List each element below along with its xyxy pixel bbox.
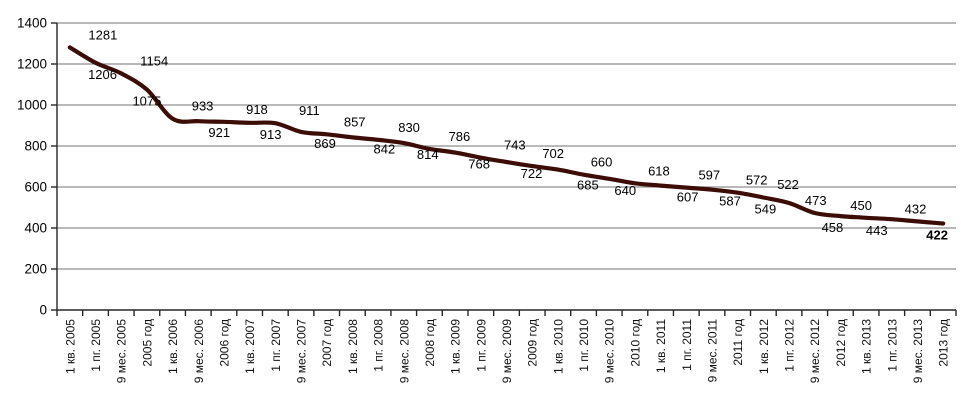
x-axis-label: 1 пг. 2011 <box>680 319 694 371</box>
series-line <box>67 45 946 226</box>
data-label: 458 <box>822 220 844 235</box>
x-axis-label: 1 кв. 2007 <box>243 319 257 374</box>
y-axis-label: 800 <box>24 139 47 154</box>
x-axis-label: 1 пг. 2012 <box>783 319 797 372</box>
x-axis-label: 9 мес. 2007 <box>295 319 309 384</box>
x-axis-label: 1 кв. 2008 <box>346 319 360 374</box>
data-label: 1075 <box>132 94 161 109</box>
data-label: 933 <box>192 99 214 114</box>
data-label: 722 <box>521 166 543 181</box>
x-axis-label: 9 мес. 2008 <box>397 319 411 384</box>
x-axis-label: 2007 год <box>320 319 334 367</box>
data-label: 597 <box>698 168 720 183</box>
data-label: 607 <box>677 190 699 205</box>
data-label: 857 <box>344 114 366 129</box>
x-axis-label: 2013 год <box>937 319 951 367</box>
x-axis-label: 2012 год <box>834 319 848 367</box>
y-axis-label: 0 <box>39 303 47 318</box>
x-axis-label: 2009 год <box>526 319 540 367</box>
data-label: 702 <box>542 146 564 161</box>
data-label: 1206 <box>88 67 117 82</box>
data-label: 913 <box>260 127 282 142</box>
data-label: 572 <box>746 173 768 188</box>
data-label: 640 <box>614 183 636 198</box>
x-axis-label: 1 пг. 2007 <box>269 319 283 372</box>
x-axis-label: 9 мес. 2009 <box>500 319 514 384</box>
data-label: 768 <box>468 157 490 172</box>
x-axis-label: 1 пг. 2008 <box>372 319 386 372</box>
x-axis-label: 2005 год <box>140 319 154 367</box>
x-axis-label: 1 кв. 2009 <box>449 319 463 374</box>
data-label: 443 <box>866 223 888 238</box>
x-axis-label: 9 мес. 2006 <box>192 319 206 384</box>
x-axis-label: 1 кв. 2010 <box>551 319 565 374</box>
x-axis-label: 9 мес. 2010 <box>603 319 617 384</box>
x-axis-label: 2011 год <box>731 319 745 366</box>
data-label: 1154 <box>140 53 168 68</box>
data-label: 450 <box>850 198 872 213</box>
data-label: 1281 <box>88 27 117 42</box>
x-axis-label: 1 кв. 2012 <box>757 319 771 374</box>
x-axis-label: 9 мес. 2011 <box>705 319 719 383</box>
y-axis-label: 1200 <box>17 57 47 72</box>
data-label: 911 <box>299 103 320 118</box>
x-axis-label: 1 кв. 2011 <box>654 319 668 373</box>
data-label: 549 <box>755 201 777 216</box>
x-axis-label: 9 мес. 2005 <box>115 319 129 384</box>
data-label: 869 <box>314 136 336 151</box>
data-label: 618 <box>648 163 670 178</box>
data-label: 921 <box>208 125 230 140</box>
x-axis-label: 9 мес. 2013 <box>911 319 925 384</box>
x-axis-label: 1 кв. 2006 <box>166 319 180 374</box>
data-label: 660 <box>591 155 613 170</box>
data-label: 432 <box>905 201 927 216</box>
x-axis-label: 1 пг. 2010 <box>577 319 591 372</box>
x-axis-label: 1 кв. 2005 <box>63 319 77 374</box>
data-label: 743 <box>504 138 526 153</box>
y-axis-label: 1000 <box>17 98 47 113</box>
x-axis-label: 1 пг. 2005 <box>89 319 103 372</box>
x-axis-label: 1 пг. 2009 <box>474 319 488 372</box>
x-axis-label: 1 кв. 2013 <box>860 319 874 374</box>
data-label: 842 <box>374 141 396 156</box>
data-label: 422 <box>926 227 948 242</box>
data-label: 473 <box>805 193 827 208</box>
x-axis-label: 2010 год <box>628 319 642 367</box>
data-label: 814 <box>417 147 439 162</box>
data-label: 830 <box>398 120 420 135</box>
x-axis-label: 9 мес. 2012 <box>808 319 822 384</box>
y-axis-label: 200 <box>24 262 47 277</box>
x-axis-label: 1 пг. 2013 <box>885 319 899 372</box>
x-axis-label: 2006 год <box>217 319 231 367</box>
data-label: 587 <box>719 194 741 209</box>
data-label: 786 <box>449 129 471 144</box>
y-axis-label: 600 <box>24 180 47 195</box>
data-label: 522 <box>777 177 799 192</box>
x-axis-label: 2008 год <box>423 319 437 367</box>
data-label: 918 <box>246 102 268 117</box>
y-axis-label: 1400 <box>17 16 47 31</box>
data-label: 685 <box>577 178 599 193</box>
y-axis-label: 400 <box>24 221 47 236</box>
